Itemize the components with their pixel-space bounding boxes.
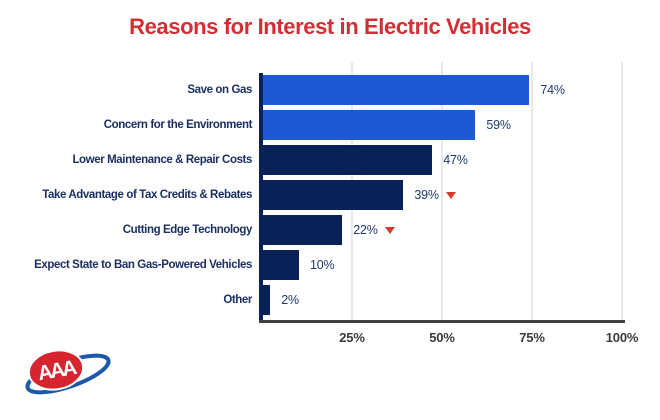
value-text: 10%: [310, 258, 335, 272]
bar: [263, 215, 343, 245]
x-tick-label: 25%: [339, 330, 365, 345]
category-label: Take Advantage of Tax Credits & Rebates: [42, 189, 252, 201]
value-text: 47%: [443, 153, 468, 167]
value-text: 59%: [486, 118, 511, 132]
bar: [263, 180, 404, 210]
bar: [263, 250, 299, 280]
bar: [263, 75, 530, 105]
category-label: Concern for the Environment: [103, 119, 253, 131]
logo-oval: [27, 349, 85, 391]
value-label: 2%: [281, 285, 299, 315]
gridline: [621, 62, 623, 320]
value-text: 39%: [414, 188, 439, 202]
x-tick-label: 100%: [605, 330, 639, 345]
value-text: 74%: [540, 83, 565, 97]
page-title: Reasons for Interest in Electric Vehicle…: [129, 14, 531, 39]
aaa-logo: AAA: [25, 349, 111, 395]
x-axis-line: [259, 320, 625, 323]
category-label: Cutting Edge Technology: [122, 224, 253, 236]
ev-reasons-bar-chart: Save on Gas 74% Concern for the Environm…: [0, 60, 660, 360]
bar: [263, 110, 476, 140]
category-label: Lower Maintenance & Repair Costs: [72, 154, 252, 166]
value-label: 47%: [443, 145, 468, 175]
gridline: [441, 62, 443, 320]
bar: [263, 285, 271, 315]
bar: [263, 145, 433, 175]
x-tick-label: 75%: [519, 330, 545, 345]
category-label: Save on Gas: [187, 84, 252, 96]
value-label: 10%: [310, 250, 335, 280]
value-label: 39%: [414, 180, 456, 210]
category-label: Other: [223, 294, 252, 306]
y-axis-line: [259, 73, 263, 323]
category-label: Expect State to Ban Gas-Powered Vehicles: [34, 259, 252, 271]
value-label: 59%: [486, 110, 511, 140]
gridline: [531, 62, 533, 320]
value-label: 22%: [353, 215, 395, 245]
decrease-triangle-icon: [445, 191, 456, 199]
value-text: 2%: [281, 293, 299, 307]
x-tick-label: 50%: [429, 330, 455, 345]
value-label: 74%: [540, 75, 565, 105]
decrease-triangle-icon: [384, 226, 395, 234]
value-text: 22%: [353, 223, 378, 237]
